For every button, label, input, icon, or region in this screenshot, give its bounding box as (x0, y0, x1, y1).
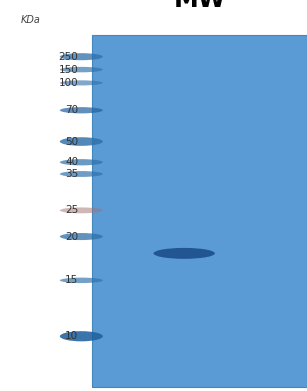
Ellipse shape (60, 233, 103, 240)
Ellipse shape (60, 331, 103, 341)
Ellipse shape (60, 53, 103, 60)
Text: 40: 40 (65, 157, 78, 167)
Text: 150: 150 (59, 65, 78, 75)
Text: MW: MW (173, 0, 226, 12)
Ellipse shape (60, 278, 103, 283)
Text: 20: 20 (65, 231, 78, 242)
Text: 15: 15 (65, 275, 78, 285)
Bar (92, 35, 307, 387)
Ellipse shape (60, 137, 103, 146)
Ellipse shape (60, 171, 103, 177)
Text: 10: 10 (65, 331, 78, 341)
Ellipse shape (154, 248, 215, 259)
Ellipse shape (60, 207, 103, 213)
Ellipse shape (60, 81, 103, 85)
Text: 250: 250 (59, 52, 78, 62)
Text: KDa: KDa (21, 15, 41, 25)
Text: 25: 25 (65, 205, 78, 215)
Text: 100: 100 (59, 78, 78, 88)
Text: 50: 50 (65, 136, 78, 147)
Text: 35: 35 (65, 169, 78, 179)
Ellipse shape (60, 107, 103, 113)
Ellipse shape (60, 159, 103, 165)
Text: 70: 70 (65, 105, 78, 115)
Ellipse shape (60, 67, 103, 72)
